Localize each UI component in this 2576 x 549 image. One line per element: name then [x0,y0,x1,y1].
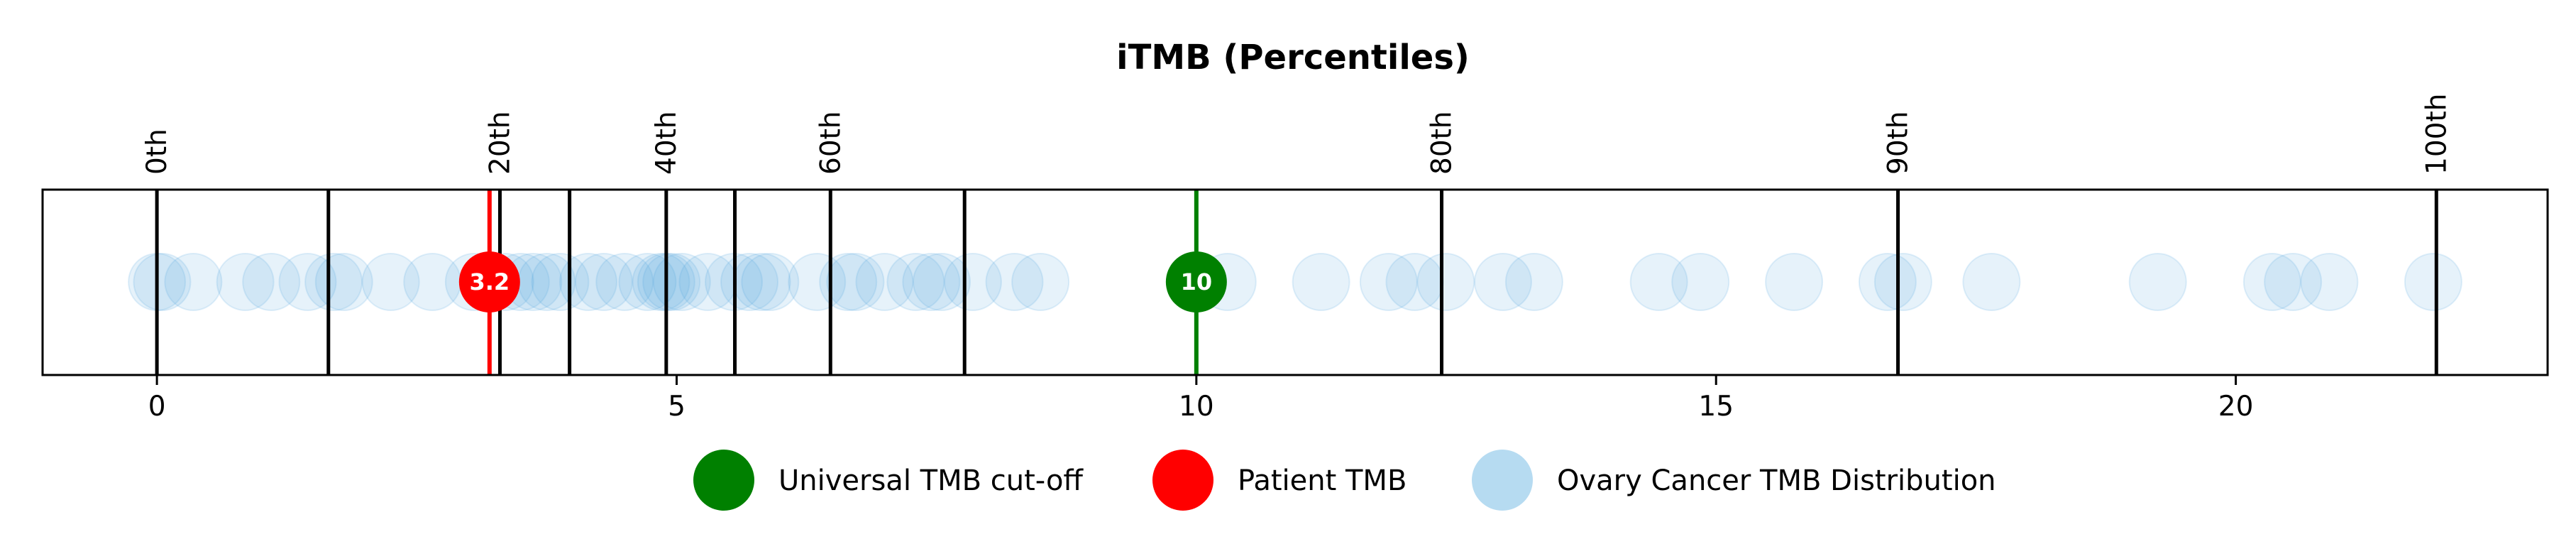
distribution-point [574,253,633,311]
marker-point [458,251,520,312]
distribution-point [1671,253,1730,311]
distribution-point [632,253,690,311]
x-axis-ticks: 0 5 10 15 20 [148,375,2254,423]
distribution-point [216,253,275,311]
distribution-point [1292,253,1350,311]
percentile-lines [155,190,2438,375]
distribution-point [1765,253,1824,311]
x-tick-label: 10 [1179,391,1214,423]
distribution-point [133,253,192,311]
legend-label: Ovary Cancer TMB Distribution [1557,464,1996,497]
distribution-point [985,253,1044,311]
percentile-labels: 0th 20th 40th 60th 80th 90th 100th [141,94,2453,175]
percentile-label: 60th [815,111,847,175]
x-tick-label: 5 [668,391,686,423]
distribution-point [886,253,945,311]
distribution-point [1629,253,1688,311]
x-tick-label: 0 [148,391,166,423]
distribution-point [855,253,914,311]
legend-marker [693,450,754,511]
marker-value-label: 10 [1181,268,1213,295]
distribution-point [531,253,590,311]
legend-marker [1152,450,1213,511]
distribution-point [1473,253,1532,311]
legend-label: Patient TMB [1238,464,1407,497]
percentile-label: 100th [2421,94,2453,175]
distribution-points [128,253,2462,311]
distribution-point [2242,253,2301,311]
distribution-point [558,253,617,311]
marker-point [1165,251,1227,312]
plot-frame [41,188,2549,376]
x-tick-label: 20 [2218,391,2254,423]
percentile-label: 40th [651,111,683,175]
percentile-label: 90th [1883,111,1915,175]
distribution-point [912,253,971,311]
distribution-point [164,253,223,311]
distribution-point [642,253,701,311]
distribution-point [1359,253,1418,311]
legend: Universal TMB cut-off Patient TMB Ovary Ca… [693,450,1996,511]
distribution-point [1416,253,1475,311]
percentile-label: 0th [141,129,173,175]
distribution-point [304,253,363,311]
distribution-point [2300,253,2359,311]
distribution-point [2128,253,2187,311]
legend-label: Universal TMB cut-off [778,464,1084,497]
distribution-point [242,253,301,311]
distribution-point [819,253,878,311]
distribution-point [595,253,654,311]
percentile-label: 20th [484,111,516,175]
distribution-point [2264,253,2323,311]
distribution-point [1873,253,1932,311]
distribution-point [943,253,1002,311]
legend-marker [1472,450,1533,511]
distribution-point [1858,253,1917,311]
highlight-markers: 3.2 10 [458,251,1227,312]
distribution-point [826,253,885,311]
marker-value-label: 3.2 [469,268,510,295]
x-tick-label: 15 [1698,391,1734,423]
distribution-point [278,253,337,311]
distribution-point [361,253,420,311]
distribution-point [1962,253,2021,311]
distribution-point [618,253,677,311]
distribution-point [1011,253,1070,311]
distribution-point [902,253,961,311]
distribution-point [1504,253,1563,311]
percentile-label: 80th [1426,111,1458,175]
distribution-point [741,253,800,311]
distribution-point [2404,253,2462,311]
chart-title: iTMB (Percentiles) [1116,38,1470,77]
